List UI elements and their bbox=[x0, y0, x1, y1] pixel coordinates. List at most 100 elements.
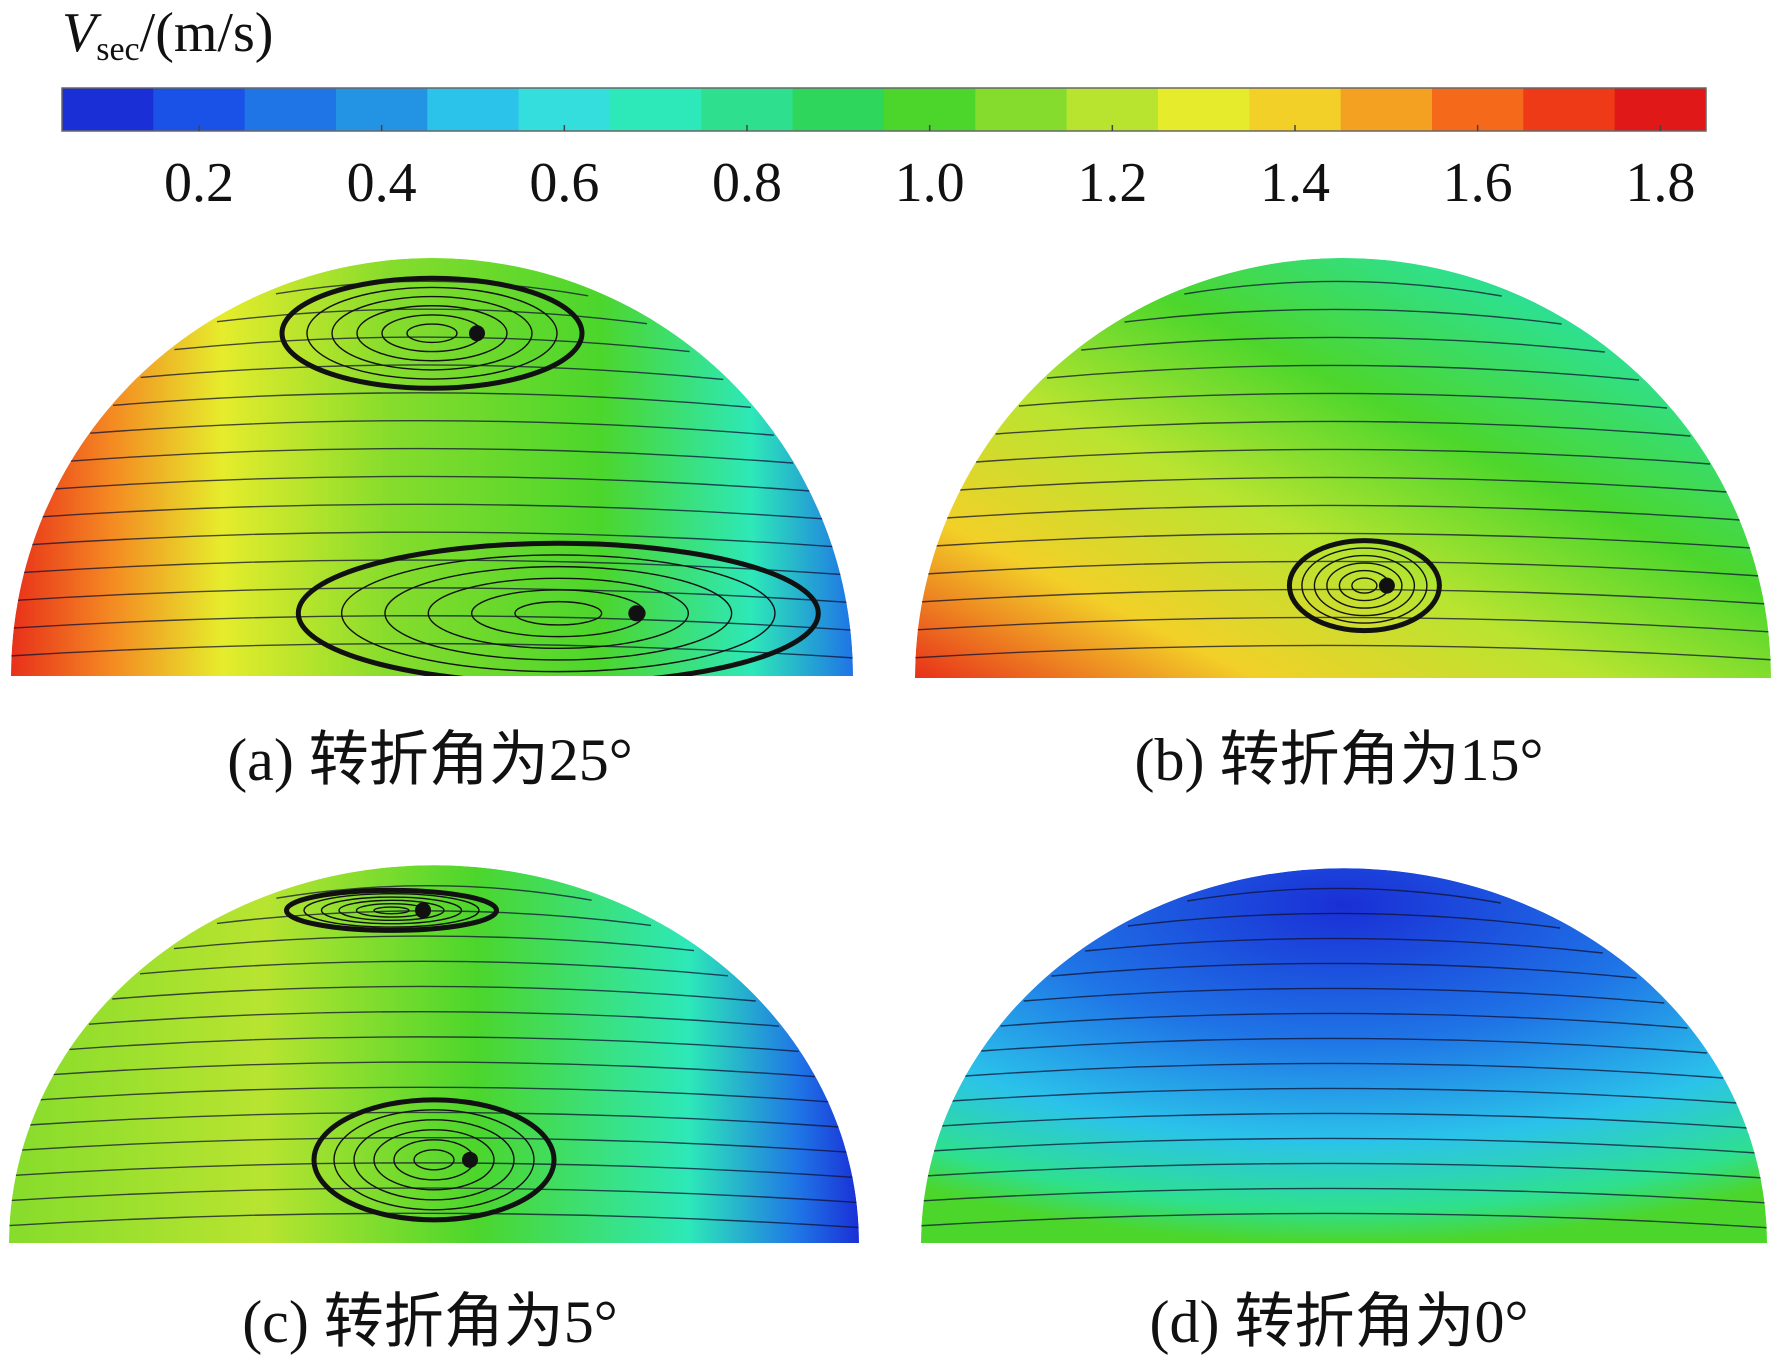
streamline bbox=[216, 910, 652, 927]
streamline bbox=[925, 560, 1761, 577]
streamline bbox=[1081, 336, 1605, 353]
vortex-ring bbox=[338, 899, 445, 922]
streamline bbox=[54, 475, 810, 492]
streamline bbox=[12, 1162, 856, 1179]
vortex-core bbox=[628, 605, 645, 622]
streamline bbox=[964, 1062, 1724, 1079]
vortex-ring bbox=[470, 589, 646, 638]
vortex-ring bbox=[284, 887, 499, 933]
colorbar-band bbox=[1340, 88, 1433, 131]
vortex-ring bbox=[1301, 547, 1428, 624]
colorbar-tick-label: 1.0 bbox=[895, 152, 965, 214]
streamline bbox=[1124, 308, 1562, 325]
streamline bbox=[14, 587, 850, 604]
streamline bbox=[113, 392, 751, 409]
contour-panel bbox=[11, 258, 853, 676]
vortex-ring bbox=[413, 1149, 455, 1171]
colorbar-band bbox=[427, 88, 520, 131]
streamline bbox=[995, 420, 1691, 437]
vortex-ring bbox=[514, 600, 603, 626]
vortex-ring bbox=[356, 305, 508, 362]
contour-field bbox=[921, 868, 1767, 1243]
colorbar-tick-label: 0.2 bbox=[164, 152, 234, 214]
symbol: V bbox=[62, 2, 102, 64]
vortex-ring bbox=[279, 275, 585, 391]
vortex-ring bbox=[295, 540, 821, 676]
panels: (a) 转折角为25° (b) 转折角为15° (c) 转折角为5° (d) 转折角为… bbox=[9, 258, 1771, 1355]
streamline bbox=[915, 644, 1771, 661]
colorbar-band bbox=[1066, 88, 1159, 131]
streamline bbox=[1046, 364, 1640, 381]
streamline bbox=[53, 1061, 815, 1078]
streamline bbox=[951, 1087, 1737, 1104]
colorbar-band bbox=[518, 88, 611, 131]
panel-caption: (d) 转折角为0° bbox=[1150, 1289, 1529, 1355]
streamline bbox=[1127, 912, 1561, 929]
contour-field bbox=[9, 865, 859, 1243]
colorbar-tick-label: 1.2 bbox=[1077, 152, 1147, 214]
streamline bbox=[959, 476, 1727, 493]
streamline bbox=[1023, 987, 1665, 1004]
streamline bbox=[173, 935, 695, 952]
vortex-ring bbox=[353, 1119, 515, 1201]
vortex-ring bbox=[303, 892, 480, 928]
colorbar-band bbox=[701, 88, 794, 131]
colorbar-tick-label: 0.6 bbox=[529, 152, 599, 214]
streamline bbox=[88, 1010, 780, 1027]
vortex-ring bbox=[340, 554, 776, 673]
vortex-ring bbox=[1351, 577, 1378, 594]
streamline bbox=[112, 985, 756, 1002]
colorbar-label: Vsec/(m/s) bbox=[62, 2, 273, 68]
colorbar-tick-label: 1.8 bbox=[1625, 152, 1695, 214]
streamline bbox=[1085, 937, 1603, 954]
colorbar-tick-label: 1.6 bbox=[1443, 152, 1513, 214]
colorbar-band bbox=[62, 88, 154, 131]
streamline bbox=[70, 447, 794, 464]
streamline bbox=[9, 1187, 859, 1204]
streamline bbox=[39, 1086, 829, 1103]
colorbar-tick-label: 1.4 bbox=[1260, 152, 1330, 214]
streamline bbox=[945, 504, 1741, 521]
contour-panel bbox=[915, 258, 1771, 678]
streamline bbox=[19, 1136, 849, 1153]
contour-panel bbox=[9, 865, 859, 1243]
streamline bbox=[1187, 887, 1501, 904]
vortex-ring bbox=[1313, 554, 1416, 617]
streamline bbox=[69, 1036, 799, 1053]
vortex-ring bbox=[1326, 562, 1403, 609]
streamline bbox=[28, 1111, 840, 1128]
streamline bbox=[90, 419, 774, 436]
streamline bbox=[275, 280, 589, 297]
streamline bbox=[11, 642, 853, 659]
streamline bbox=[975, 448, 1711, 465]
streamline bbox=[940, 1112, 1748, 1129]
vortex-ring bbox=[320, 896, 463, 925]
vortex-ring bbox=[331, 295, 533, 371]
vortex-ring bbox=[384, 565, 733, 661]
vortex-core bbox=[415, 902, 431, 919]
streamline bbox=[140, 364, 724, 381]
colorbar-band bbox=[610, 88, 702, 131]
colorbar-band bbox=[975, 88, 1068, 131]
streamline bbox=[216, 308, 648, 325]
contour-panel bbox=[921, 868, 1767, 1243]
colorbar-band bbox=[1158, 88, 1250, 131]
streamline bbox=[924, 1162, 1764, 1179]
colorbar-band bbox=[1432, 88, 1524, 131]
colorbar-band bbox=[153, 88, 246, 131]
streamline bbox=[921, 1187, 1767, 1204]
streamline bbox=[11, 615, 853, 631]
streamline bbox=[981, 1037, 1707, 1054]
streamline bbox=[21, 559, 843, 576]
streamline bbox=[41, 503, 823, 520]
streamline bbox=[1051, 962, 1637, 979]
vortex-ring bbox=[333, 1109, 535, 1211]
streamline bbox=[931, 1137, 1757, 1154]
colorbar-band bbox=[336, 88, 428, 131]
colorbar-band bbox=[792, 88, 885, 131]
vortex-ring bbox=[427, 577, 689, 649]
vortex-ring bbox=[306, 286, 558, 380]
streamline bbox=[139, 960, 729, 977]
vortex-core bbox=[469, 325, 485, 342]
